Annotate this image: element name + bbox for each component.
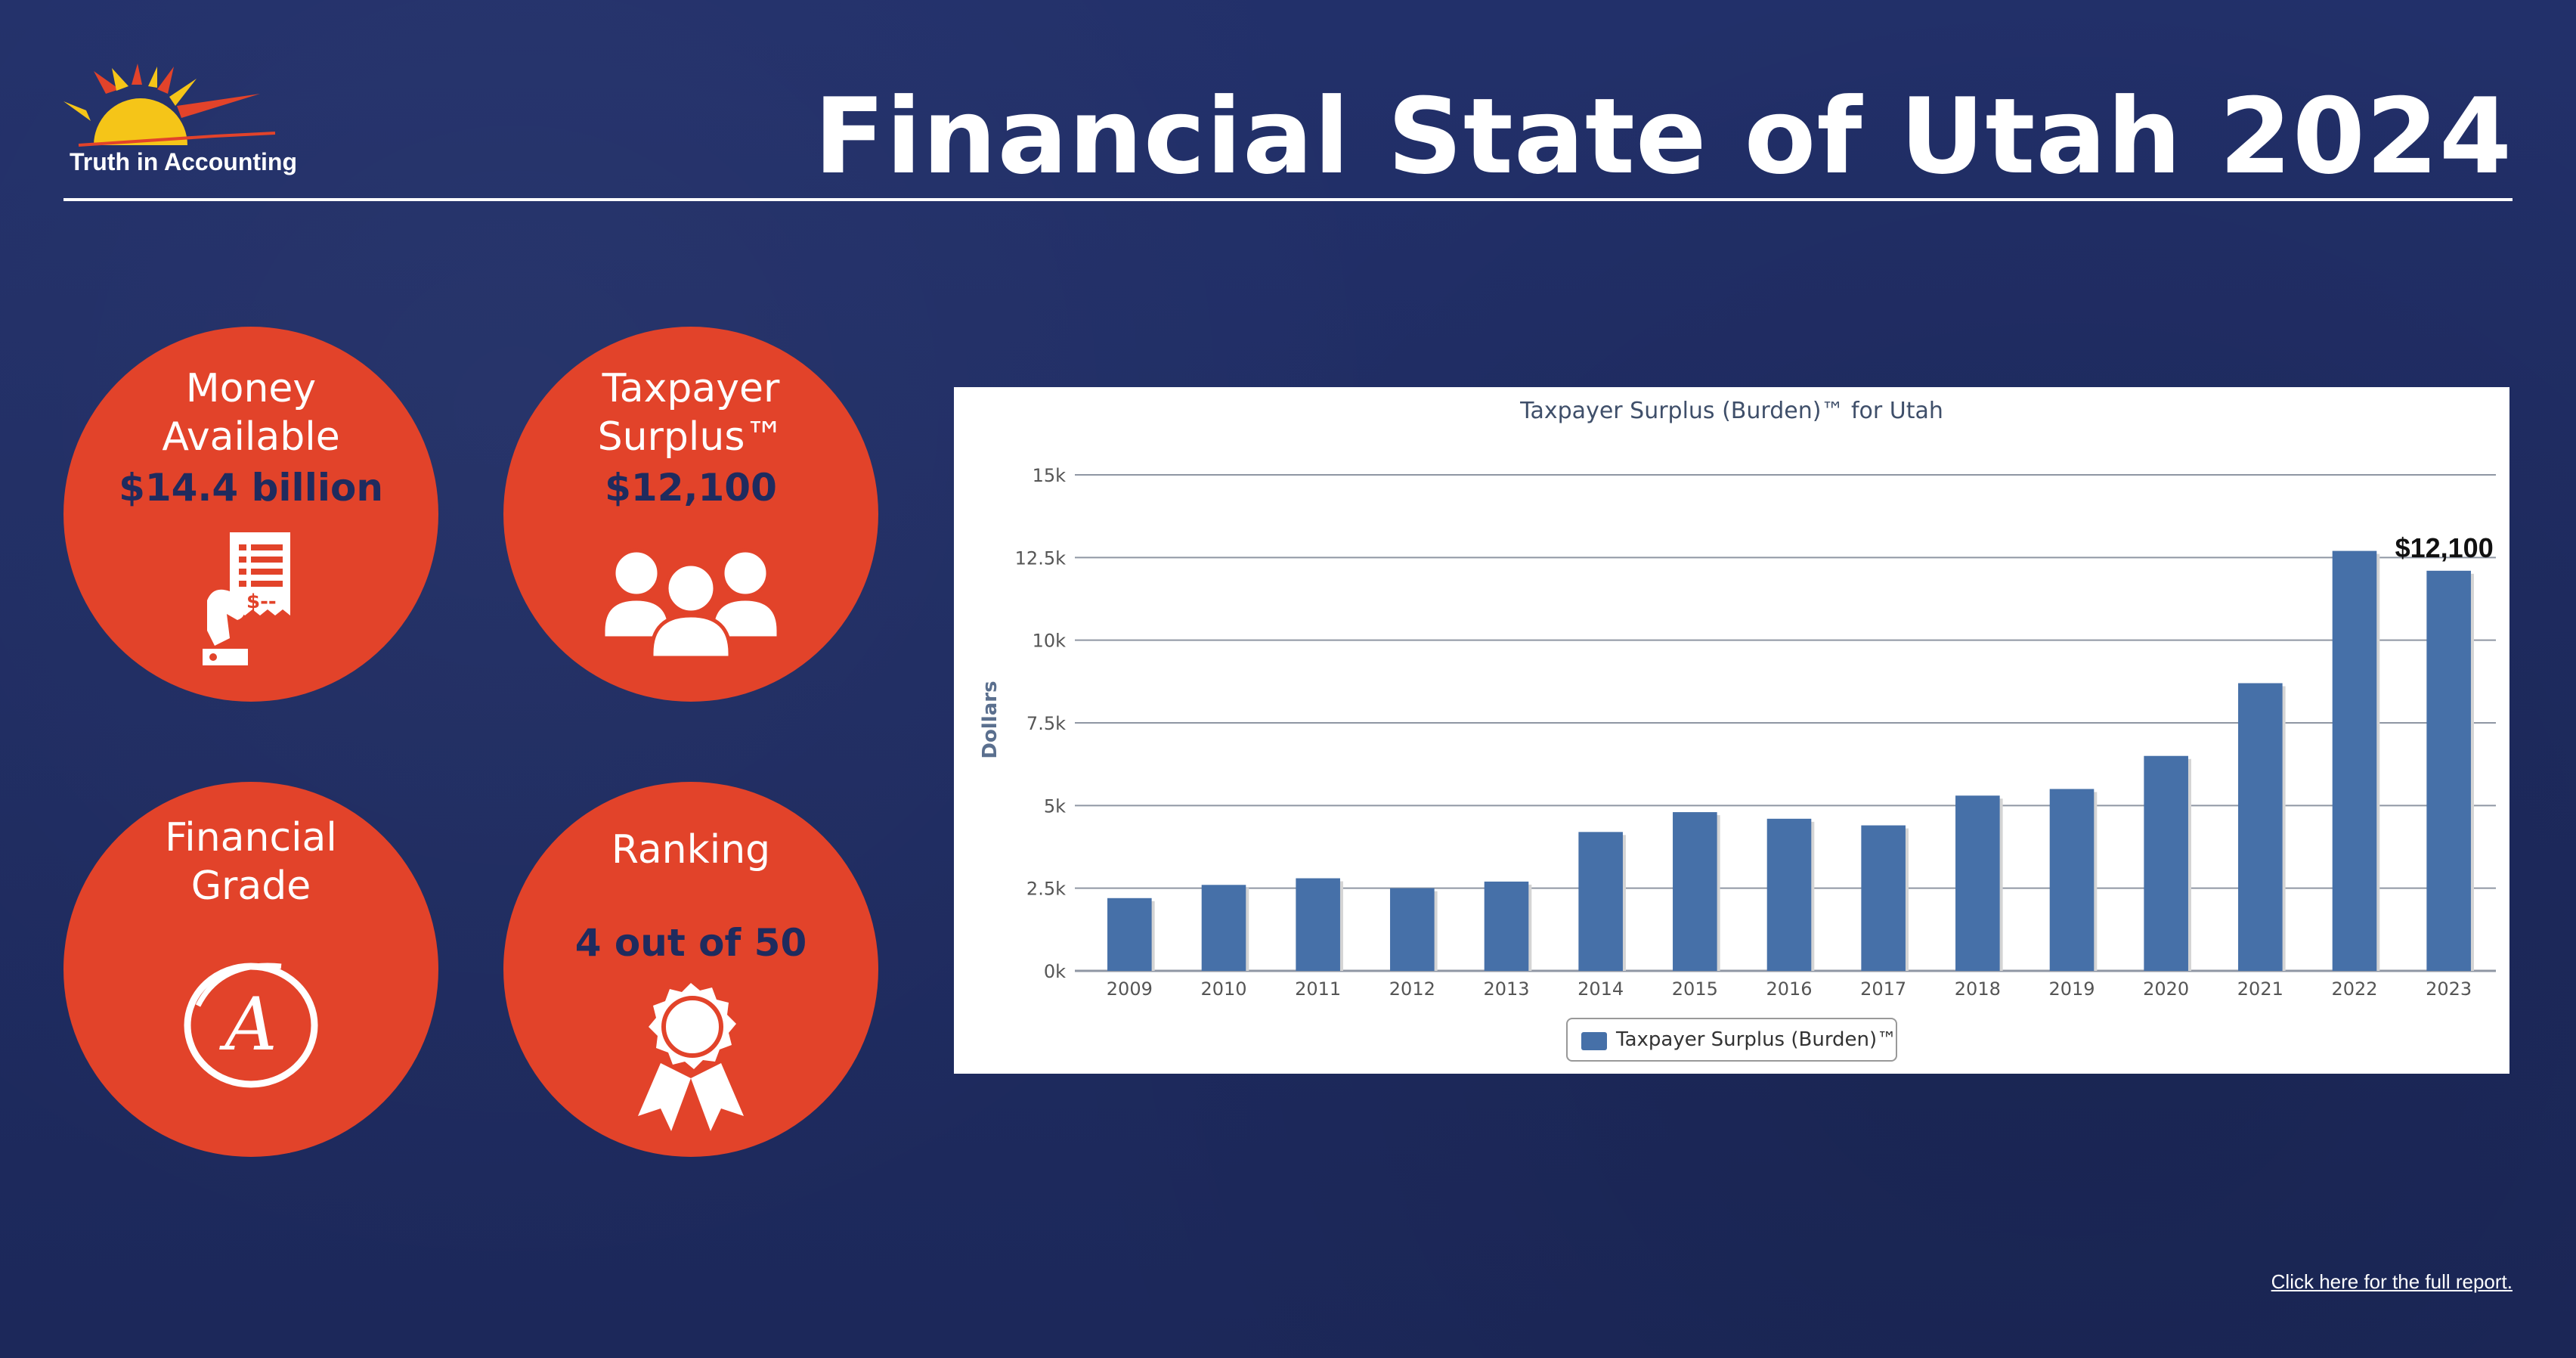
y-tick-label: 10k — [1033, 631, 1067, 652]
award-ribbon-icon — [638, 983, 744, 1131]
page-title: Financial State of Utah 2024 — [813, 76, 2513, 197]
y-tick-label: 0k — [1044, 961, 1066, 982]
surplus-label-line2: Surplus™ — [597, 414, 785, 460]
grade-circle-icon: A — [184, 963, 318, 1088]
x-tick-label: 2011 — [1295, 978, 1341, 1000]
x-tick-label: 2021 — [2237, 978, 2283, 1000]
bar — [1861, 825, 1906, 971]
x-tick-label: 2019 — [2048, 978, 2095, 1000]
y-tick-label: 12.5k — [1015, 547, 1066, 569]
receipt-hand-icon: $-- — [203, 532, 290, 665]
y-tick-label: 15k — [1033, 465, 1067, 486]
legend-swatch — [1581, 1032, 1607, 1050]
bar — [2144, 755, 2188, 971]
bar — [2238, 683, 2283, 971]
money-label-line1: Money — [185, 366, 317, 411]
bar — [2426, 570, 2471, 971]
x-tick-label: 2018 — [1955, 978, 2001, 1000]
data-label: $12,100 — [2395, 532, 2494, 563]
x-tick-label: 2009 — [1107, 978, 1153, 1000]
money-label-line2: Available — [162, 414, 340, 460]
title-divider — [63, 198, 2513, 201]
bar — [1107, 898, 1152, 971]
chart-legend[interactable]: Taxpayer Surplus (Burden)™ — [1566, 1018, 1897, 1062]
x-tick-label: 2014 — [1577, 978, 1624, 1000]
x-tick-label: 2013 — [1483, 978, 1529, 1000]
bar — [1578, 832, 1623, 971]
people-group-icon — [602, 548, 780, 658]
grade-label-line2: Grade — [190, 863, 311, 909]
grade-letter: A — [218, 982, 277, 1067]
money-available-card: Money Available $14.4 billion $-- — [63, 327, 438, 702]
x-tick-label: 2012 — [1389, 978, 1435, 1000]
full-report-link[interactable]: Click here for the full report. — [2271, 1270, 2513, 1293]
surplus-label-line1: Taxpayer — [602, 366, 780, 411]
surplus-value: $12,100 — [605, 466, 777, 510]
x-tick-label: 2023 — [2426, 978, 2472, 1000]
y-tick-label: 2.5k — [1026, 879, 1066, 900]
money-value: $14.4 billion — [119, 466, 383, 510]
bar — [2049, 789, 2095, 971]
x-tick-label: 2017 — [1860, 978, 1906, 1000]
bar — [1296, 878, 1340, 971]
logo-text: Truth in Accounting — [70, 148, 297, 175]
bar — [1390, 888, 1435, 971]
y-tick-label: 7.5k — [1026, 713, 1066, 734]
svg-text:$--: $-- — [246, 591, 277, 613]
x-tick-label: 2010 — [1200, 978, 1246, 1000]
grade-label-line1: Financial — [165, 815, 337, 860]
ranking-card: Ranking 4 out of 50 — [503, 782, 878, 1157]
chart-panel: Taxpayer Surplus (Burden)™ for Utah Doll… — [954, 387, 2509, 1074]
taxpayer-surplus-card: Taxpayer Surplus™ $12,100 — [503, 327, 878, 702]
bar — [1766, 818, 1812, 971]
bar — [1484, 881, 1529, 971]
bar — [1955, 795, 2000, 971]
legend-label: Taxpayer Surplus (Burden)™ — [1616, 1028, 1897, 1051]
x-tick-label: 2020 — [2143, 978, 2189, 1000]
bar — [1201, 885, 1246, 971]
ranking-value: 4 out of 50 — [574, 921, 807, 965]
y-tick-label: 5k — [1044, 795, 1066, 817]
x-tick-label: 2016 — [1766, 978, 1812, 1000]
bar-chart: 0k 2.5k 5k 7.5k 10k 12.5k 15k 2009 2010 2011 2012 2… — [1015, 465, 2496, 1000]
chart-title: Taxpayer Surplus (Burden)™ for Utah — [1520, 398, 1943, 424]
financial-grade-card: Financial Grade A — [63, 782, 438, 1157]
bar — [1673, 812, 1717, 971]
sun-logo-icon — [63, 64, 276, 147]
ranking-label: Ranking — [611, 827, 771, 873]
x-tick-label: 2015 — [1672, 978, 1718, 1000]
bar — [2332, 550, 2377, 971]
x-tick-label: 2022 — [2331, 978, 2377, 1000]
logo: Truth in Accounting — [63, 64, 305, 184]
